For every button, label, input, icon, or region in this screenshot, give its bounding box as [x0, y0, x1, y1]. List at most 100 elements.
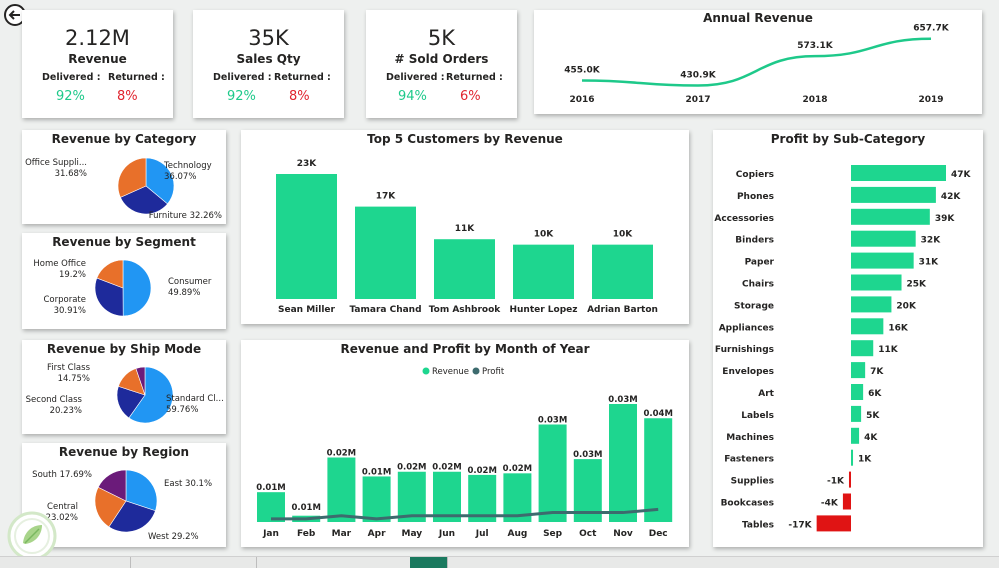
slice-label: First Class — [47, 363, 91, 373]
bar — [851, 427, 860, 444]
y-tick-label: Binders — [735, 236, 774, 246]
chart-title: Revenue by Region — [58, 445, 190, 459]
profit-data-label: 0.01M — [362, 467, 391, 477]
profit-label-bg — [395, 460, 428, 472]
page-tab[interactable] — [0, 557, 131, 568]
x-tick-label: Jan — [262, 529, 279, 539]
bar — [816, 515, 851, 532]
y-tick-label: Labels — [741, 411, 774, 421]
x-tick-label: 2019 — [918, 95, 943, 105]
x-tick-label: Tom Ashbrook — [429, 305, 502, 315]
data-label: 6K — [868, 389, 882, 399]
bar — [513, 244, 574, 299]
revenue-bar — [644, 418, 673, 522]
bar — [848, 471, 851, 488]
bar — [851, 362, 866, 379]
kpi-value: 2.12M — [65, 26, 130, 50]
x-tick-label: 2017 — [685, 95, 710, 105]
y-tick-label: Chairs — [742, 280, 774, 290]
profit-label-bg — [466, 463, 499, 475]
data-label: 17K — [376, 192, 397, 202]
delivered-pct: 94% — [398, 89, 427, 104]
slice-percent: 14.75% — [58, 374, 90, 384]
chart-title: Revenue by Ship Mode — [46, 342, 202, 356]
x-tick-label: Hunter Lopez — [509, 305, 577, 315]
legend-label: Profit — [482, 367, 505, 377]
data-label: 23K — [297, 159, 318, 169]
slice-label: Office Suppli... — [25, 158, 87, 168]
profit-label-bg — [642, 407, 675, 419]
y-tick-label: Envelopes — [722, 367, 774, 377]
bar — [851, 296, 892, 313]
x-tick-label: Tamara Chand — [349, 305, 421, 315]
page-tab[interactable] — [131, 557, 257, 568]
delivered-label: Delivered : — [42, 72, 101, 83]
x-tick-label: Feb — [297, 529, 316, 539]
slice-label: Standard Cl... — [166, 394, 224, 404]
chart-title: Revenue and Profit by Month of Year — [340, 342, 590, 356]
legend-label: Revenue — [432, 367, 469, 377]
slice-label: East 30.1% — [164, 479, 212, 489]
data-label: 16K — [888, 323, 909, 333]
data-label: 25K — [907, 280, 928, 290]
kpi-card-sold-orders: 5K # Sold Orders Delivered : Returned : … — [366, 10, 517, 118]
profit-data-label: 0.03M — [573, 450, 602, 460]
profit-data-label: 0.02M — [467, 466, 496, 476]
profit-data-label: 0.03M — [538, 415, 567, 425]
profit-label-bg — [571, 448, 604, 460]
data-label: 10K — [613, 230, 634, 240]
data-label: 11K — [455, 224, 476, 234]
revenue-by-ship-mode-card: Revenue by Ship Mode Standard Cl... 59.76… — [22, 340, 226, 434]
kpi-value: 5K — [427, 26, 456, 50]
annual-revenue-card: Annual Revenue 455.0K 2016 430.9K 2017 573.1… — [534, 10, 982, 114]
slice-percent: 19.2% — [59, 270, 86, 280]
slice-label: West 29.2% — [148, 532, 199, 542]
pie-slice — [128, 366, 174, 424]
revenue-profit-month-card: Revenue and Profit by Month of Year Reve… — [241, 340, 689, 547]
y-tick-label: Phones — [737, 192, 774, 202]
page-tab-active[interactable] — [410, 557, 448, 568]
bar — [592, 244, 653, 299]
data-label: 573.1K — [797, 41, 833, 51]
data-label: 7K — [870, 367, 884, 377]
x-tick-label: Dec — [649, 529, 668, 539]
revenue-bar — [257, 492, 285, 522]
revenue-bar — [538, 424, 567, 522]
revenue-profit-month-chart: Revenue Profit 0.01M Jan 0.01M Feb 0.02M Mar 0.0… — [255, 367, 675, 539]
profit-label-bg — [255, 481, 287, 493]
profit-data-label: 0.01M — [256, 483, 285, 493]
x-tick-label: Jun — [438, 529, 455, 539]
x-tick-label: Mar — [332, 529, 352, 539]
revenue-line — [581, 37, 932, 87]
profit-by-subcategory-card: Profit by Sub-Category Copiers 47K Phones 4… — [713, 130, 983, 547]
y-tick-label: Paper — [745, 258, 775, 268]
arrow-left-icon — [8, 10, 20, 20]
slice-percent: 49.89% — [168, 288, 200, 298]
delivered-pct: 92% — [227, 89, 256, 104]
bar — [851, 449, 854, 466]
data-label: 31K — [919, 258, 940, 268]
pie-slice — [116, 385, 146, 419]
data-label: 4K — [864, 433, 878, 443]
kpi-label: # Sold Orders — [394, 52, 489, 66]
slice-label: Central — [47, 502, 78, 512]
pie-slice — [145, 157, 175, 205]
pie-slice — [94, 277, 124, 317]
x-tick-label: May — [401, 529, 422, 539]
data-label: 430.9K — [680, 71, 716, 81]
returned-label: Returned : — [108, 72, 165, 83]
y-tick-label: Accessories — [714, 214, 774, 224]
pie-slice — [96, 259, 124, 289]
profit-data-label: 0.01M — [291, 503, 320, 513]
bar — [851, 384, 864, 400]
y-tick-label: Appliances — [719, 323, 774, 333]
profit-line — [271, 507, 659, 521]
y-tick-label: Fasteners — [724, 455, 774, 465]
bar — [434, 239, 495, 299]
bar — [851, 230, 916, 247]
annual-revenue-chart: 455.0K 2016 430.9K 2017 573.1K 2018 657.7K 2019 — [564, 24, 949, 105]
